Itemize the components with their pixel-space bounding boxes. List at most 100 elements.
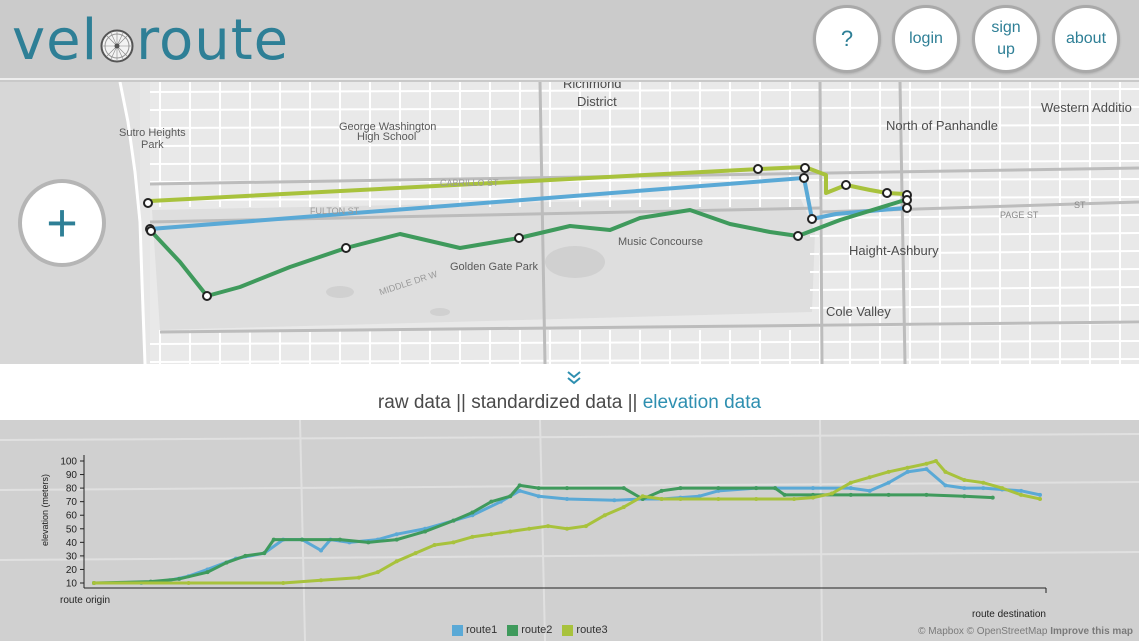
route3-path <box>146 165 907 205</box>
about-button[interactable]: about <box>1052 5 1120 73</box>
data-point-route2 <box>782 492 787 497</box>
map-label-haight-ashbury: Haight-Ashbury <box>849 243 939 258</box>
data-point-route1 <box>905 469 910 474</box>
data-point-route1 <box>536 494 541 499</box>
route-waypoint-marker[interactable] <box>341 243 351 253</box>
route-waypoint-marker[interactable] <box>807 214 817 224</box>
data-point-route2 <box>177 576 182 581</box>
route-waypoint-marker[interactable] <box>793 231 803 241</box>
data-point-route2 <box>924 492 929 497</box>
data-point-route3 <box>356 575 361 580</box>
route-waypoint-marker[interactable] <box>882 188 892 198</box>
data-point-route2 <box>659 488 664 493</box>
signup-button[interactable]: sign up <box>972 5 1040 73</box>
data-point-route3 <box>810 495 815 500</box>
data-point-route1 <box>848 486 853 491</box>
legend-swatch-route3 <box>562 624 574 636</box>
legend-label-route1: route1 <box>466 624 498 636</box>
data-point-route1 <box>981 486 986 491</box>
data-point-route3 <box>659 496 664 501</box>
legend-label-route3: route3 <box>576 624 608 636</box>
map-label-fulton: FULTON ST <box>310 206 360 216</box>
map-label-st: ST <box>1074 200 1086 210</box>
double-chevron-down-icon[interactable] <box>566 370 582 386</box>
data-point-route3 <box>451 540 456 545</box>
map-label-cole-valley: Cole Valley <box>826 304 891 319</box>
route-waypoint-marker[interactable] <box>799 173 809 183</box>
route-waypoint-marker[interactable] <box>841 180 851 190</box>
map-label-gw-2: High School <box>357 131 417 143</box>
route-waypoint-marker[interactable] <box>902 203 912 213</box>
y-tick-label: 100 <box>60 457 77 468</box>
data-point-route2 <box>678 486 683 491</box>
route-waypoint-marker[interactable] <box>800 163 810 173</box>
route-waypoint-marker[interactable] <box>143 198 153 208</box>
data-point-route2 <box>621 486 626 491</box>
map[interactable]: Richmond District Western Additio North … <box>0 82 1139 364</box>
signup-label-line2: up <box>997 41 1015 58</box>
map-label-gw-1: George Washington <box>339 121 437 133</box>
map-attribution: © Mapbox © OpenStreetMap Improve this ma… <box>918 626 1133 637</box>
data-point-route3 <box>319 578 324 583</box>
data-point-route3 <box>962 477 967 482</box>
about-button-label: about <box>1065 30 1107 47</box>
data-point-route2 <box>243 553 248 558</box>
data-point-route3 <box>432 543 437 548</box>
y-tick-label: 30 <box>66 551 78 562</box>
route-waypoint-marker[interactable] <box>902 195 912 205</box>
y-tick-label: 80 <box>66 484 78 495</box>
logo[interactable]: vel route <box>12 8 289 74</box>
y-tick-label: 20 <box>66 565 78 576</box>
data-point-route3 <box>413 551 418 556</box>
data-point-route3 <box>508 529 513 534</box>
signup-button-label: sign up <box>986 17 1026 61</box>
data-point-route2 <box>337 537 342 542</box>
attribution-text[interactable]: © Mapbox © OpenStreetMap <box>918 626 1048 637</box>
data-point-route1 <box>565 496 569 501</box>
data-point-route1 <box>612 498 617 503</box>
tab-elevation-data[interactable]: elevation data <box>642 392 762 413</box>
data-point-route3 <box>678 496 683 501</box>
data-point-route2 <box>470 510 475 515</box>
data-point-route3 <box>565 526 569 531</box>
tab-standardized-data[interactable]: standardized data <box>471 392 623 413</box>
header: vel route ? login sign up <box>0 0 1139 80</box>
data-point-route2 <box>423 529 428 534</box>
logo-text-left: vel <box>12 8 99 73</box>
y-tick-label: 60 <box>66 511 78 522</box>
y-axis-label: elevation (meters) <box>40 474 50 546</box>
data-point-route3 <box>829 491 834 496</box>
chart-legend: route1 route2 route3 <box>452 624 608 636</box>
data-point-route3 <box>602 513 607 518</box>
data-point-route3 <box>546 524 551 529</box>
data-point-route3 <box>92 581 96 585</box>
login-button-label: login <box>909 30 943 47</box>
data-point-route3 <box>792 496 797 501</box>
tab-raw-data[interactable]: raw data <box>377 392 451 413</box>
route2-path <box>148 198 907 298</box>
route-waypoint-marker[interactable] <box>514 233 524 243</box>
data-point-route2 <box>451 518 456 523</box>
data-point-route1 <box>943 483 948 488</box>
add-route-button[interactable]: + <box>18 179 106 267</box>
data-point-route1 <box>1019 488 1024 493</box>
data-point-route3 <box>281 581 286 585</box>
improve-map-link[interactable]: Improve this map <box>1050 626 1133 637</box>
route-waypoint-marker[interactable] <box>753 164 763 174</box>
route-waypoint-marker[interactable] <box>146 226 156 236</box>
route-waypoint-marker[interactable] <box>202 291 212 301</box>
series-line-route2 <box>93 483 993 585</box>
help-button[interactable]: ? <box>813 5 881 73</box>
data-point-route2 <box>489 499 494 504</box>
data-point-route3 <box>375 570 380 575</box>
data-point-route3 <box>394 559 399 564</box>
data-point-route2 <box>886 492 891 497</box>
tab-separator: || <box>622 392 643 413</box>
bike-wheel-icon <box>100 29 134 63</box>
data-point-route2 <box>508 494 513 499</box>
data-point-route3 <box>943 469 948 474</box>
data-point-route2 <box>536 486 541 491</box>
login-button[interactable]: login <box>892 5 960 73</box>
data-point-route2 <box>271 537 276 542</box>
data-point-route2 <box>962 494 967 499</box>
